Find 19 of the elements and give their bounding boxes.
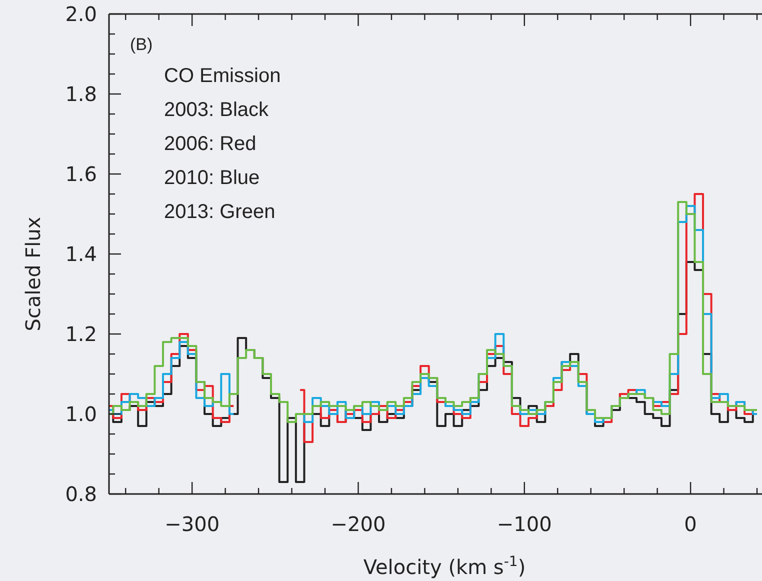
annotation: (B): [130, 35, 153, 54]
y-tick-label: 1.6: [65, 162, 97, 186]
x-axis-title: Velocity (km s$^{-1}$): [363, 554, 526, 579]
annotation: CO Emission: [164, 65, 281, 87]
x-tick-label: −300: [164, 512, 220, 536]
x-tick-label: −200: [330, 512, 386, 536]
y-tick-label: 1.4: [65, 242, 97, 266]
annotation: 2003: Black: [164, 99, 270, 121]
annotation: 2006: Red: [164, 133, 256, 155]
annotation: 2013: Green: [164, 201, 276, 223]
y-tick-label: 2.0: [65, 2, 97, 26]
annotation: 2010: Blue: [164, 167, 260, 189]
y-axis-title: Scaled Flux: [21, 216, 45, 332]
x-tick-label: 0: [684, 512, 697, 536]
y-tick-label: 0.8: [65, 482, 97, 506]
y-tick-label: 1.0: [65, 402, 97, 426]
x-tick-label: −100: [496, 512, 552, 536]
y-tick-label: 1.2: [65, 322, 97, 346]
y-tick-label: 1.8: [65, 82, 97, 106]
